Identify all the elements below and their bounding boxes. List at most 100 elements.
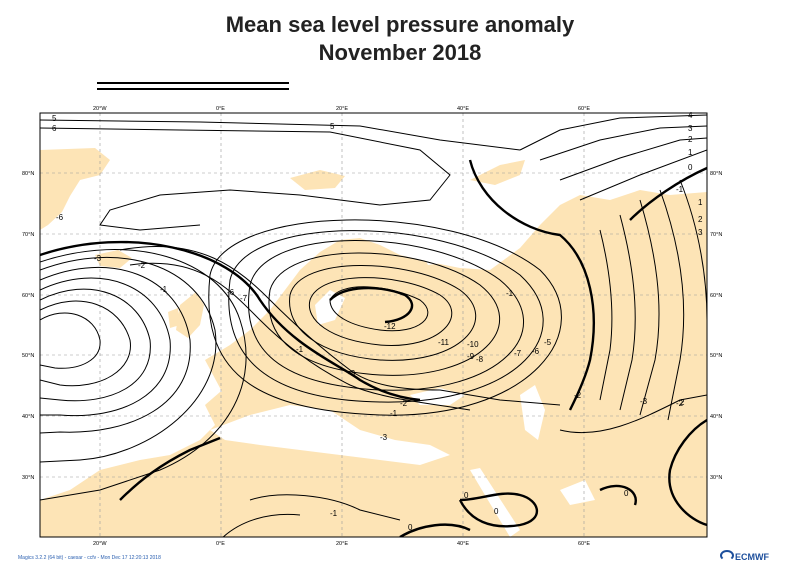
contour-label: -1 <box>160 285 168 294</box>
contour-label: -2 <box>400 399 408 408</box>
contour-line-bold <box>458 492 539 528</box>
land-areas <box>40 148 707 537</box>
lat-tick-label: 70°N <box>22 232 34 238</box>
contour-line-bold <box>668 418 707 527</box>
contour-line <box>579 149 707 201</box>
lat-tick-label: 80°N <box>22 171 34 177</box>
contour-label: -5 <box>544 338 552 347</box>
contour-label: 0 <box>688 163 693 172</box>
footer-credit: Magics 3.2.2 (64 bit) - caesar - ccfv - … <box>18 555 161 561</box>
contour-label: -6 <box>227 288 235 297</box>
lon-tick-label: 0°E <box>216 541 225 547</box>
lat-tick-label: 60°N <box>710 293 722 299</box>
mediterranean-sea <box>210 405 450 465</box>
contour-label: -3 <box>380 433 388 442</box>
contour-label: -1 <box>296 345 304 354</box>
contour-line <box>129 262 471 411</box>
lat-tick-label: 50°N <box>22 353 34 359</box>
lat-tick-label: 70°N <box>710 232 722 238</box>
contour-line-bold <box>119 436 221 501</box>
contour-line <box>249 494 401 521</box>
lat-tick-label: 50°N <box>710 353 722 359</box>
contour-line <box>539 125 707 161</box>
contour-label: -6 <box>532 347 540 356</box>
contour-label: -7 <box>514 349 522 358</box>
contour-line-bold <box>599 484 637 506</box>
contour-line <box>659 189 685 421</box>
contour-label: 6 <box>52 124 57 133</box>
contour-label: -2 <box>676 399 684 408</box>
contour-label: -10 <box>467 340 479 349</box>
persian-gulf <box>560 480 595 505</box>
contour-line <box>639 199 660 416</box>
lat-tick-label: 80°N <box>710 171 722 177</box>
contour-line-bold <box>40 240 421 402</box>
contour-line <box>559 137 707 181</box>
contour-label: 3 <box>698 228 703 237</box>
contour-label: 1 <box>698 198 703 207</box>
contour-label: 5 <box>330 122 335 131</box>
map-subtitle: November 2018 <box>318 40 482 65</box>
ireland-land <box>168 308 180 328</box>
contour-label: -1 <box>676 185 684 194</box>
contour-line <box>40 312 101 369</box>
contour-labels: 5 6 5 4 3 2 1 0 -1 1 2 3 -6 -3 -2 -1 -6 … <box>52 111 703 532</box>
contour-line <box>248 240 524 391</box>
lon-tick-label: 40°E <box>457 541 469 547</box>
contour-label: -3 <box>640 397 648 406</box>
novaya-zemlya-land <box>470 160 525 185</box>
greenland-land <box>40 148 110 230</box>
contour-line-bold <box>399 523 471 537</box>
british-isles-land <box>176 292 204 338</box>
lon-tick-label: 20°E <box>336 106 348 112</box>
legend-line-bottom <box>97 88 289 90</box>
contour-line <box>559 394 707 434</box>
contour-line <box>289 265 477 361</box>
lat-tick-label: 40°N <box>710 414 722 420</box>
contour-label: -1 <box>506 289 514 298</box>
lon-tick-label: 20°W <box>93 106 107 112</box>
contour-label: -2 <box>138 261 146 270</box>
lon-tick-label: 20°E <box>336 541 348 547</box>
contour-label: 0 <box>464 491 469 500</box>
contour-label: 2 <box>688 135 693 144</box>
contour-label: 4 <box>688 111 693 120</box>
highlighted-contours <box>40 159 707 537</box>
contour-line <box>119 245 561 406</box>
svalbard-land <box>290 170 345 190</box>
legend-line-top <box>97 82 289 84</box>
contour-line-bold <box>629 166 707 221</box>
contour-label: -7 <box>240 294 248 303</box>
contour-line <box>599 229 613 401</box>
logo-text: ECMWF <box>735 552 769 562</box>
lat-tick-label: 60°N <box>22 293 34 299</box>
contour-label: -8 <box>476 355 484 364</box>
map-title: Mean sea level pressure anomaly <box>225 12 575 37</box>
contour-line <box>40 127 451 231</box>
inland-seas <box>210 245 595 537</box>
contour-label: -1 <box>330 509 338 518</box>
contour-line <box>40 288 151 402</box>
red-sea <box>470 468 520 537</box>
contour-line <box>40 119 521 151</box>
contour-label: 0 <box>624 489 629 498</box>
contour-label: 0 <box>408 523 413 532</box>
contour-line <box>222 513 301 537</box>
contour-label: 1 <box>688 148 693 157</box>
axis-labels: 20°W 0°E 20°E 40°E 60°E 20°W 0°E 20°E 40… <box>22 106 722 547</box>
ecmwf-logo: ECMWF <box>720 550 769 562</box>
contour-line <box>40 277 171 417</box>
contour-line-bold <box>329 286 414 324</box>
contour-label: -3 <box>348 369 356 378</box>
caspian-sea <box>520 385 545 440</box>
contour-line <box>308 277 453 346</box>
contour-label: -2 <box>574 391 582 400</box>
iceland-land <box>95 250 132 268</box>
contour-label: -11 <box>438 338 450 347</box>
lat-tick-label: 30°N <box>22 475 34 481</box>
contour-line <box>228 230 544 403</box>
contour-label: -1 <box>390 409 398 418</box>
lon-tick-label: 0°E <box>216 106 225 112</box>
contour-line <box>40 266 191 434</box>
